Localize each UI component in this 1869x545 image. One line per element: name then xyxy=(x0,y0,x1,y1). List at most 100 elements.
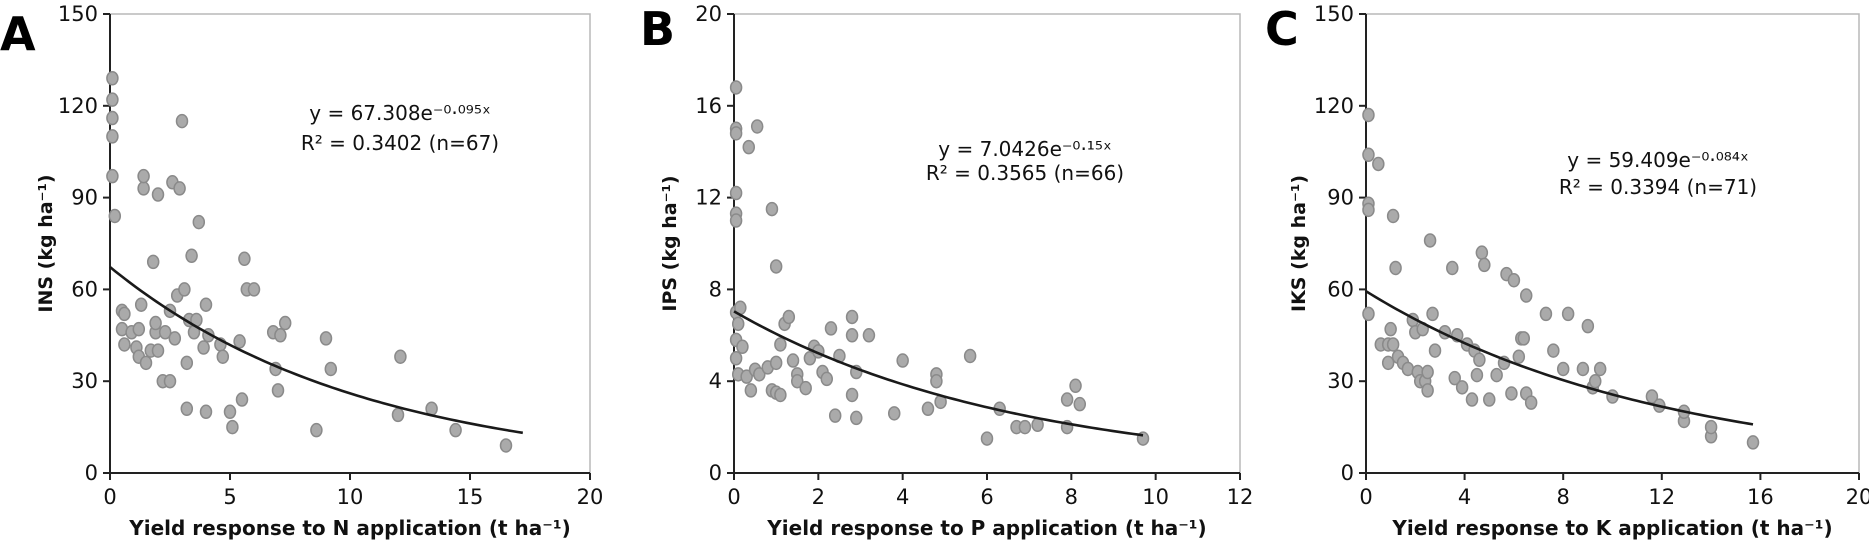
data-point xyxy=(118,306,131,322)
data-point xyxy=(1478,257,1491,273)
y-tick-label: 60 xyxy=(71,277,98,301)
data-point xyxy=(1069,378,1082,394)
data-point xyxy=(192,214,206,230)
data-point xyxy=(1362,202,1375,218)
data-point xyxy=(769,355,783,371)
data-point xyxy=(1556,361,1570,377)
data-point xyxy=(132,321,146,337)
y-tick-label: 0 xyxy=(1341,461,1354,485)
y-tick-label: 120 xyxy=(1314,94,1354,118)
y-tick-label: 150 xyxy=(1314,2,1354,26)
data-point xyxy=(233,334,246,349)
data-point xyxy=(310,422,323,438)
data-point xyxy=(850,410,863,426)
data-point xyxy=(1389,260,1402,276)
data-point xyxy=(774,337,787,352)
x-tick-label: 12 xyxy=(1227,485,1254,509)
data-point xyxy=(1421,383,1434,398)
data-point xyxy=(1505,386,1518,401)
data-point xyxy=(1372,156,1385,172)
chart-panel-b: 0 4 8 12 16 20 0 2 4 6 8 10 12 Yield response to P ap… xyxy=(640,2,1253,540)
data-point xyxy=(197,340,210,355)
data-point xyxy=(319,331,333,346)
data-point xyxy=(729,213,743,228)
y-tick-label: 0 xyxy=(85,461,98,485)
data-point xyxy=(729,351,743,366)
data-point xyxy=(1446,260,1459,276)
equation-label: y = 7.0426e⁻⁰·¹⁵ˣ xyxy=(938,137,1111,161)
data-point xyxy=(729,80,743,95)
data-point xyxy=(1593,361,1607,377)
data-point xyxy=(1423,233,1437,248)
data-point xyxy=(173,181,186,196)
data-point xyxy=(731,316,745,332)
data-point xyxy=(394,349,407,364)
panel-letter: B xyxy=(640,2,675,56)
data-point xyxy=(223,404,237,420)
y-tick-label: 16 xyxy=(695,94,722,118)
data-point xyxy=(1073,396,1087,412)
x-tick-label: 0 xyxy=(103,485,116,509)
data-point xyxy=(782,309,796,325)
data-point xyxy=(963,348,977,364)
data-point xyxy=(824,321,838,336)
data-point xyxy=(1386,208,1400,224)
y-tick-label: 90 xyxy=(1327,186,1354,210)
data-point xyxy=(729,185,743,201)
data-point xyxy=(742,139,756,155)
r-squared-label: R² = 0.3402 (n=67) xyxy=(301,131,499,155)
data-point xyxy=(799,380,812,396)
data-point xyxy=(175,113,189,129)
data-point xyxy=(106,71,119,86)
fit-curve xyxy=(109,266,524,435)
data-point xyxy=(753,367,766,382)
chart-panel-c: 0 30 60 90 120 150 0 4 8 12 16 20 Yield response to … xyxy=(1265,2,1869,540)
data-point xyxy=(1362,107,1375,123)
x-tick-label: 8 xyxy=(1065,485,1078,509)
data-point xyxy=(146,254,160,270)
plot-frame xyxy=(1365,13,1860,474)
data-point xyxy=(845,387,859,403)
data-point xyxy=(499,438,513,453)
y-tick-label: 90 xyxy=(71,186,98,210)
data-point xyxy=(1465,392,1479,407)
plot-frame xyxy=(733,13,1241,474)
y-axis-title: IKS (kg ha⁻¹) xyxy=(1288,175,1310,312)
data-point xyxy=(106,129,119,144)
y-tick-label: 30 xyxy=(1327,369,1354,393)
data-point xyxy=(820,371,834,387)
data-point xyxy=(1060,392,1074,407)
data-point xyxy=(158,324,172,340)
equation-label: y = 59.409e⁻⁰·⁰⁸⁴ˣ xyxy=(1567,148,1748,172)
data-point xyxy=(163,373,177,389)
y-axis-title: IPS (kg ha⁻¹) xyxy=(659,175,681,311)
y-tick-label: 60 xyxy=(1327,277,1354,301)
data-point xyxy=(1704,419,1718,435)
data-point xyxy=(106,110,119,126)
x-tick-label: 10 xyxy=(337,485,364,509)
y-tick-label: 0 xyxy=(709,461,722,485)
data-point xyxy=(1362,147,1375,163)
data-point xyxy=(1381,355,1395,371)
data-point xyxy=(1421,364,1434,380)
fit-curve xyxy=(1365,290,1754,426)
y-tick-label: 12 xyxy=(695,186,722,210)
data-point xyxy=(765,201,779,217)
data-point xyxy=(1512,349,1526,364)
data-point xyxy=(1384,321,1397,337)
data-point xyxy=(769,259,783,274)
data-point xyxy=(180,401,194,416)
data-point xyxy=(1519,288,1533,303)
data-point xyxy=(1455,380,1469,395)
data-point xyxy=(324,361,338,377)
x-tick-label: 0 xyxy=(1359,485,1372,509)
y-tick-label: 120 xyxy=(58,94,98,118)
data-point xyxy=(1470,367,1484,383)
x-tick-label: 8 xyxy=(1557,485,1570,509)
data-point xyxy=(845,309,859,325)
data-point xyxy=(271,383,285,398)
data-point xyxy=(1581,318,1595,334)
data-point xyxy=(896,353,909,368)
data-point xyxy=(238,251,251,267)
panel-letter: A xyxy=(0,7,36,61)
